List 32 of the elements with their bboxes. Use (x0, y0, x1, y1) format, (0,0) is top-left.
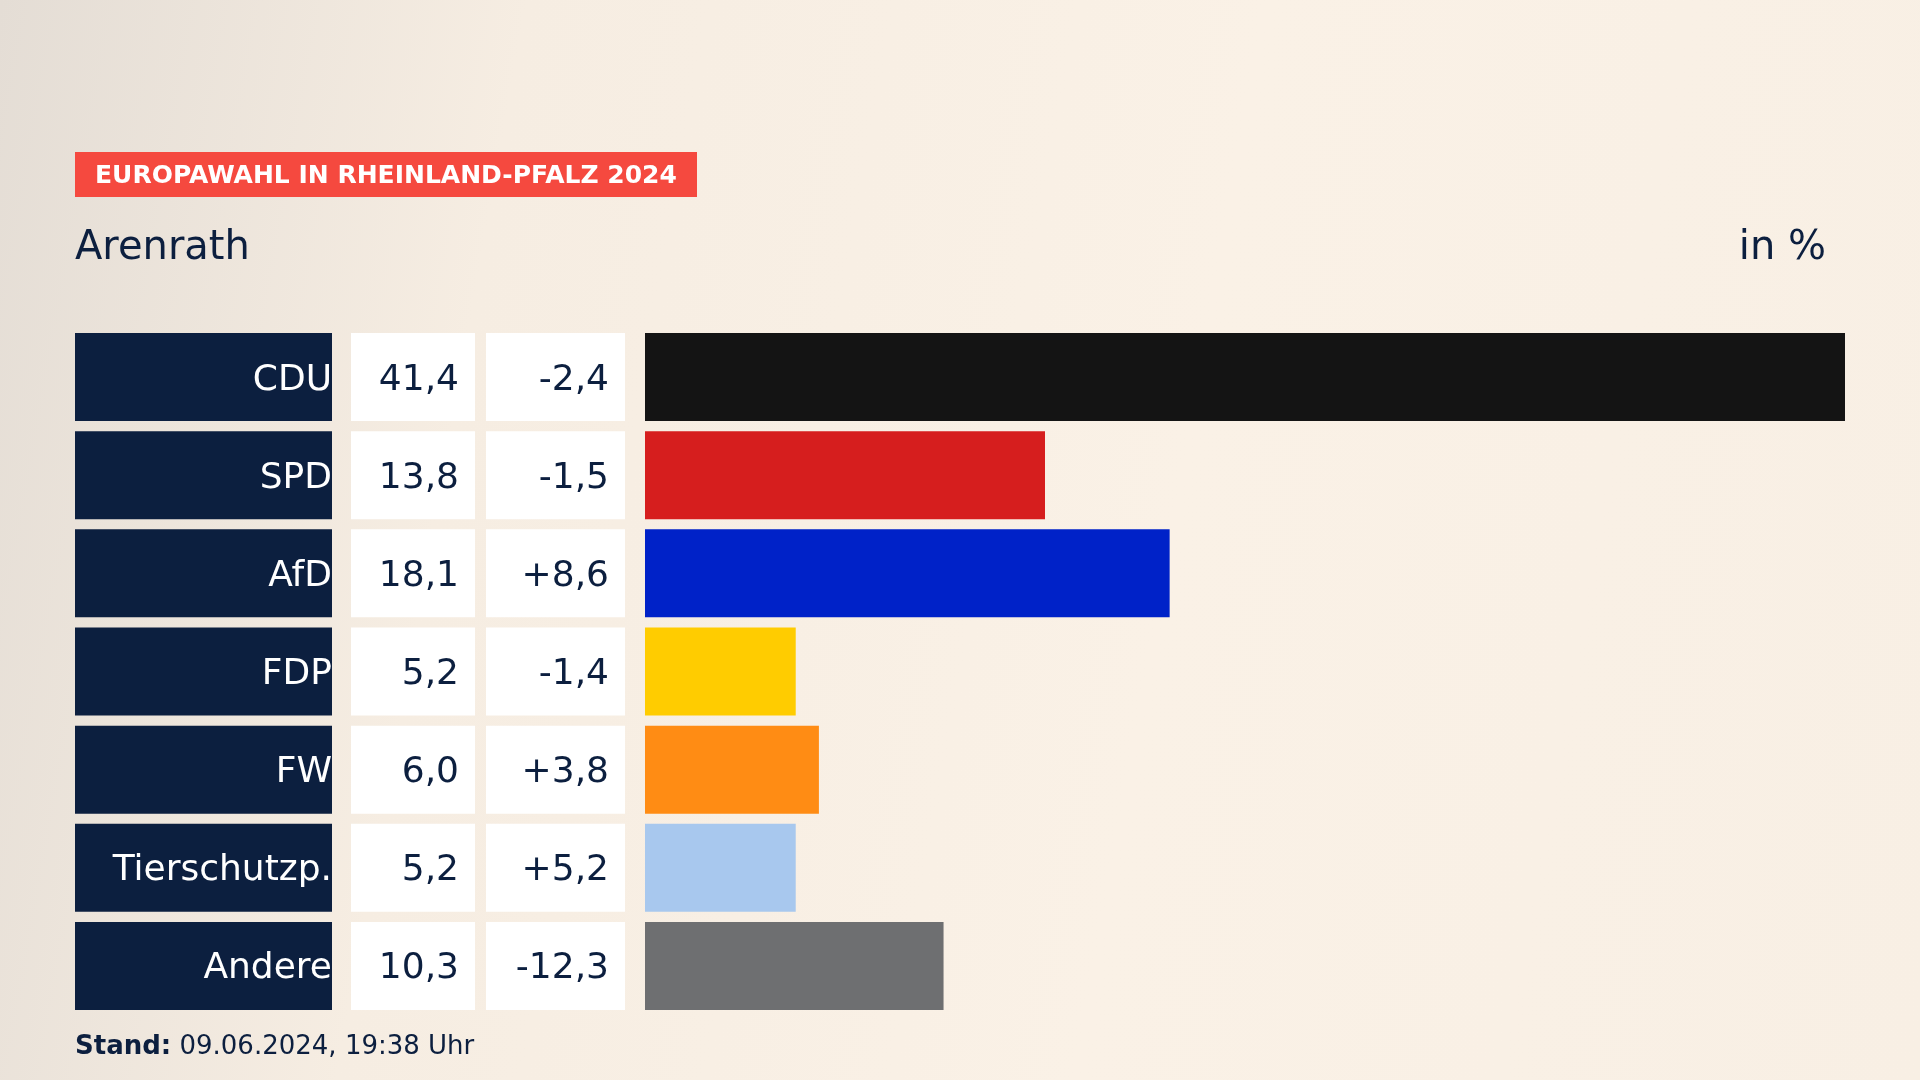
data-label: 13,8 (378, 454, 459, 496)
text: -2,4 (538, 356, 609, 398)
data-label: 18,1 (378, 552, 459, 594)
bar (645, 431, 1045, 520)
y-tick-label: AfD (268, 552, 332, 594)
y-tick-label: FDP (261, 651, 332, 692)
bar (645, 333, 1845, 422)
y-tick-label: Andere (203, 945, 332, 987)
y-tick-label: FW (275, 749, 332, 791)
x-axis-title: in % (1738, 222, 1826, 268)
data-label: 10,3 (378, 945, 459, 987)
data-label: 6,0 (401, 749, 459, 791)
text: Arenrath (75, 222, 250, 268)
data-label: 5,2 (401, 651, 459, 692)
text: -12,3 (515, 945, 609, 987)
bar (645, 725, 819, 814)
bar (645, 529, 1170, 618)
text: +5,2 (521, 847, 609, 889)
text: -1,4 (538, 651, 609, 692)
text: +8,6 (521, 552, 609, 594)
text: EUROPAWAHL IN RHEINLAND-PFALZ 2024 (75, 152, 697, 197)
bar (645, 823, 796, 912)
data-label: 5,2 (401, 847, 459, 889)
y-tick-label: Tierschutzp. (111, 847, 332, 889)
bar (645, 627, 796, 716)
y-tick-label: SPD (259, 454, 332, 496)
bar (645, 921, 944, 1010)
data-label: 41,4 (378, 356, 459, 398)
text: Stand: 09.06.2024, 19:38 Uhr (75, 1030, 475, 1060)
text: +3,8 (521, 749, 609, 791)
text: -1,5 (538, 454, 609, 496)
y-tick-label: CDU (252, 356, 332, 398)
